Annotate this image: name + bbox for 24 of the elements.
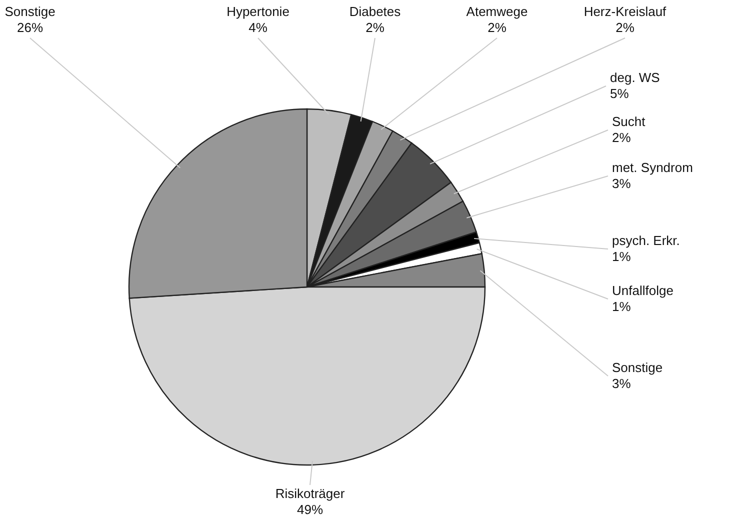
slice-label: Sonstige	[4, 4, 56, 19]
slice-label: psych. Erkr.	[612, 233, 680, 248]
slice-label: deg. WS	[610, 70, 660, 85]
slice-label: Risikoträger	[275, 486, 346, 501]
slice-label: Unfallfolge	[612, 283, 674, 298]
data-label: 49%	[296, 502, 324, 517]
data-label: 2%	[612, 130, 632, 145]
slice-label: Hypertonie	[226, 4, 290, 19]
data-label: 2%	[616, 20, 635, 35]
data-label: 26%	[16, 20, 44, 35]
data-label: 2%	[366, 20, 385, 35]
slice-label: met. Syndrom	[612, 160, 693, 175]
slice-label: Diabetes	[349, 4, 402, 19]
data-label: 1%	[612, 249, 632, 264]
data-label: 3%	[612, 176, 632, 191]
slice-label: Sucht	[612, 114, 646, 129]
slice-label: Atemwege	[466, 4, 528, 19]
data-label: 1%	[612, 299, 632, 314]
data-label: 2%	[488, 20, 507, 35]
data-label: 5%	[610, 86, 630, 101]
slice-label: Herz-Kreislauf	[584, 4, 667, 19]
data-label: 3%	[612, 376, 632, 391]
data-label: 4%	[248, 20, 268, 35]
slice-label: Sonstige	[612, 360, 663, 375]
